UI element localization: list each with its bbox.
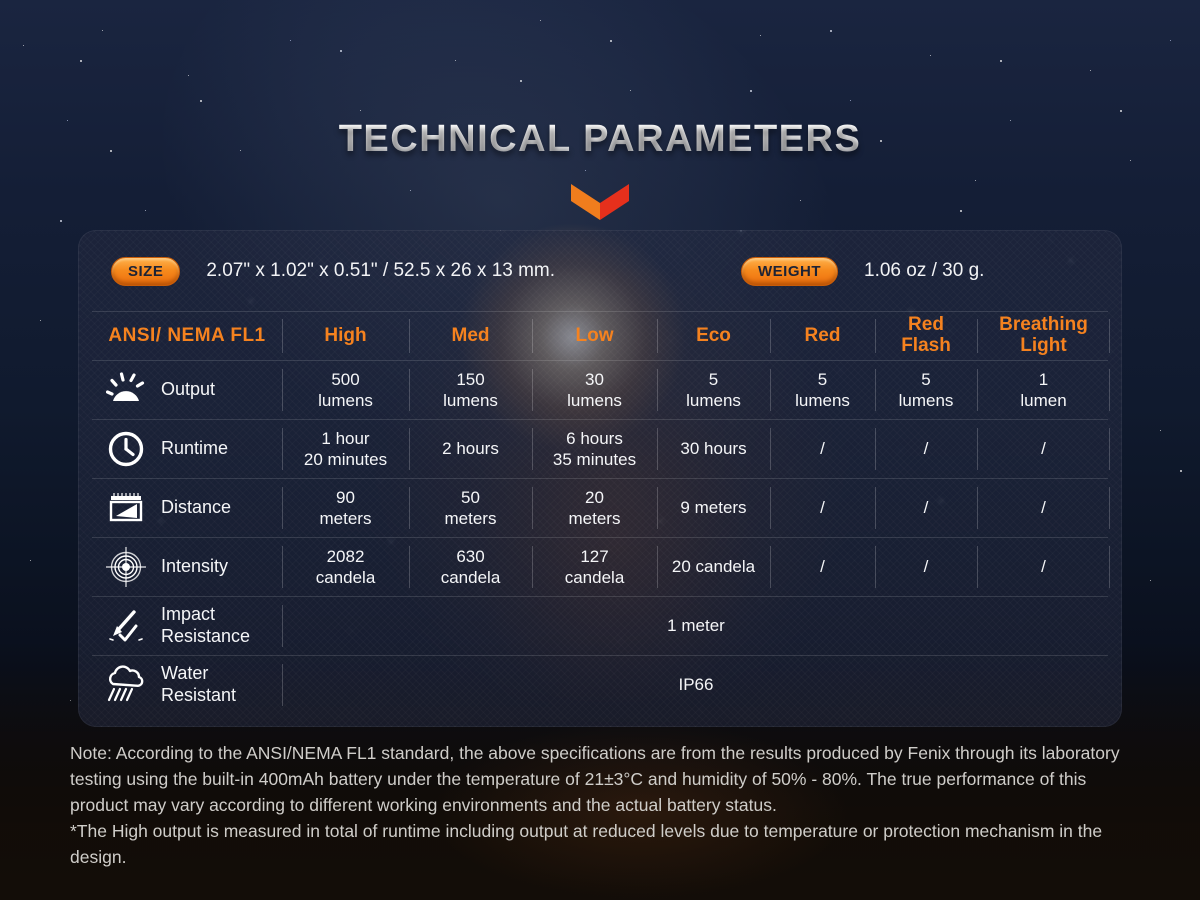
weight-badge: WEIGHT [741, 256, 838, 286]
footnote: Note: According to the ANSI/NEMA FL1 sta… [70, 740, 1132, 870]
cell-output-low: 30 lumens [532, 361, 657, 419]
cell-runtime-red-flash: / [875, 420, 977, 478]
row-label: Intensity [161, 556, 229, 577]
table-row-impact: Impact Resistance 1 meter [92, 596, 1108, 655]
spec-panel: SIZE 2.07" x 1.02" x 0.51" / 52.5 x 26 x… [78, 230, 1122, 727]
header-red-flash: Red Flash [875, 312, 977, 360]
page-title: TECHNICAL PARAMETERS [0, 118, 1200, 161]
row-label: Distance [161, 497, 232, 518]
cell-output-red: 5 lumens [770, 361, 875, 419]
table-row-runtime: Runtime 1 hour 20 minutes 2 hours 6 hour… [92, 419, 1110, 478]
cell-runtime-high: 1 hour 20 minutes [282, 420, 409, 478]
row-head-impact: Impact Resistance [92, 597, 282, 655]
cell-runtime-low: 6 hours 35 minutes [532, 420, 657, 478]
row-head-runtime: Runtime [92, 420, 282, 478]
cell-runtime-eco: 30 hours [657, 420, 770, 478]
cell-output-med: 150 lumens [409, 361, 532, 419]
row-label: Output [161, 379, 216, 400]
table-row-water: Water Resistant IP66 [92, 655, 1108, 714]
cell-distance-red: / [770, 479, 875, 537]
row-label: Impact Resistance [161, 604, 251, 646]
table-row-distance: Distance 90 meters 50 meters 20 meters 9… [92, 478, 1110, 537]
row-head-distance: Distance [92, 479, 282, 537]
cell-intensity-med: 630 candela [409, 538, 532, 596]
footnote-body: Note: According to the ANSI/NEMA FL1 sta… [70, 743, 1120, 815]
cell-output-high: 500 lumens [282, 361, 409, 419]
row-head-intensity: Intensity [92, 538, 282, 596]
cell-distance-high: 90 meters [282, 479, 409, 537]
starfield-big [0, 0, 2, 2]
cell-distance-breathing: / [977, 479, 1110, 537]
water-icon [104, 663, 148, 707]
size-badge: SIZE [111, 256, 181, 286]
cell-water-value: IP66 [282, 656, 1110, 714]
cell-intensity-low: 127 candela [532, 538, 657, 596]
rock-warm-glow [430, 720, 850, 900]
row-head-water: Water Resistant [92, 656, 282, 714]
cell-output-breathing: 1 lumen [977, 361, 1110, 419]
footnote-asterisk: *The High output is measured in total of… [70, 821, 1103, 867]
table-header-row: ANSI/ NEMA FL1 High Med Low Eco Red Red … [92, 311, 1110, 360]
header-breathing-light: Breathing Light [977, 312, 1110, 360]
cell-intensity-eco: 20 candela [657, 538, 770, 596]
intensity-icon [104, 545, 148, 589]
cell-distance-low: 20 meters [532, 479, 657, 537]
cell-intensity-red-flash: / [875, 538, 977, 596]
output-icon [104, 368, 148, 412]
cell-intensity-red: / [770, 538, 875, 596]
cell-runtime-med: 2 hours [409, 420, 532, 478]
header-eco: Eco [657, 312, 770, 360]
header-standard: ANSI/ NEMA FL1 [108, 324, 266, 346]
size-value: 2.07" x 1.02" x 0.51" / 52.5 x 26 x 13 m… [206, 260, 556, 281]
cell-runtime-breathing: / [977, 420, 1110, 478]
row-label: Runtime [161, 438, 229, 459]
table-row-intensity: Intensity 2082 candela 630 candela 127 c… [92, 537, 1110, 596]
cell-intensity-high: 2082 candela [282, 538, 409, 596]
runtime-icon [104, 427, 148, 471]
table-row-output: Output 500 lumens 150 lumens 30 lumens 5… [92, 360, 1110, 419]
header-red: Red [770, 312, 875, 360]
cell-output-red-flash: 5 lumens [875, 361, 977, 419]
weight-value: 1.06 oz / 30 g. [864, 260, 985, 281]
row-head-output: Output [92, 361, 282, 419]
distance-icon [104, 486, 148, 530]
header-high: High [282, 312, 409, 360]
header-low: Low [532, 312, 657, 360]
dimensions-row: SIZE 2.07" x 1.02" x 0.51" / 52.5 x 26 x… [92, 231, 1108, 311]
cell-distance-eco: 9 meters [657, 479, 770, 537]
cell-distance-red-flash: / [875, 479, 977, 537]
spec-table: ANSI/ NEMA FL1 High Med Low Eco Red Red … [92, 311, 1110, 714]
cell-distance-med: 50 meters [409, 479, 532, 537]
cell-impact-value: 1 meter [282, 597, 1110, 655]
header-med: Med [409, 312, 532, 360]
size-group: SIZE 2.07" x 1.02" x 0.51" / 52.5 x 26 x… [111, 231, 555, 311]
row-label: Water Resistant [161, 663, 237, 705]
cell-intensity-breathing: / [977, 538, 1110, 596]
impact-icon [104, 604, 148, 648]
cell-output-eco: 5 lumens [657, 361, 770, 419]
chevron-down-icon [571, 184, 629, 220]
weight-group: WEIGHT 1.06 oz / 30 g. [741, 231, 984, 311]
cell-runtime-red: / [770, 420, 875, 478]
